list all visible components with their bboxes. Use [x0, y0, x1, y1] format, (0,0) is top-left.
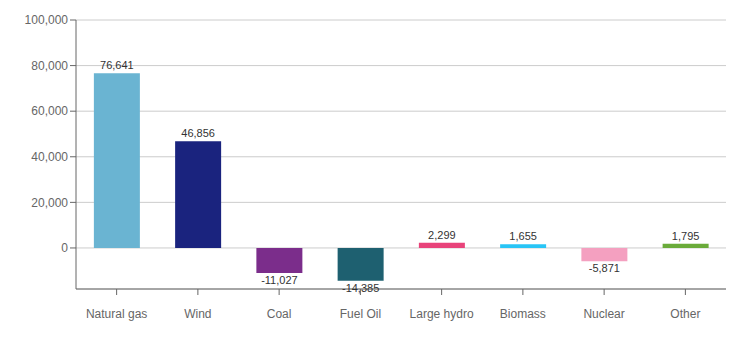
- svg-text:76,641: 76,641: [100, 59, 134, 71]
- svg-text:-5,871: -5,871: [589, 262, 620, 274]
- svg-text:Coal: Coal: [267, 307, 292, 321]
- svg-text:Wind: Wind: [184, 307, 211, 321]
- svg-text:46,856: 46,856: [181, 127, 215, 139]
- svg-text:0: 0: [61, 241, 68, 255]
- svg-text:1,655: 1,655: [509, 230, 537, 242]
- svg-text:2,299: 2,299: [428, 229, 456, 241]
- svg-text:Nuclear: Nuclear: [583, 307, 624, 321]
- svg-text:20,000: 20,000: [31, 196, 68, 210]
- svg-text:60,000: 60,000: [31, 104, 68, 118]
- svg-text:Biomass: Biomass: [500, 307, 546, 321]
- svg-text:80,000: 80,000: [31, 59, 68, 73]
- svg-text:Natural gas: Natural gas: [86, 307, 147, 321]
- svg-text:Other: Other: [670, 307, 700, 321]
- svg-text:Large hydro: Large hydro: [410, 307, 474, 321]
- svg-text:Fuel Oil: Fuel Oil: [340, 307, 381, 321]
- svg-text:-14,385: -14,385: [342, 282, 379, 294]
- svg-text:-11,027: -11,027: [261, 274, 298, 286]
- svg-text:100,000: 100,000: [25, 13, 69, 27]
- svg-text:1,795: 1,795: [672, 230, 700, 242]
- svg-text:40,000: 40,000: [31, 150, 68, 164]
